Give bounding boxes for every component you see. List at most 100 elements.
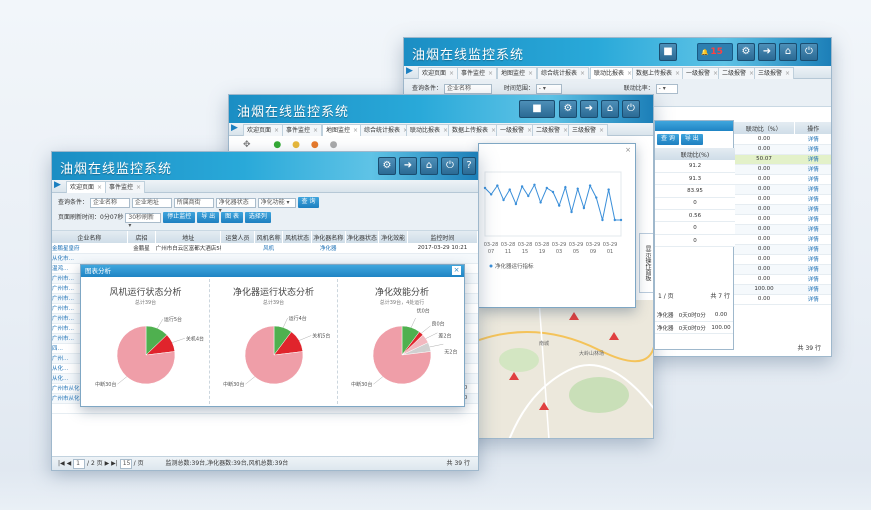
data-point[interactable] [533, 183, 536, 186]
data-point[interactable] [545, 186, 549, 190]
data-point[interactable] [527, 194, 530, 198]
table-row[interactable]: 金鹏星皇府 金鹏星 广州市白云区富都大酒店5楼 风机 净化器 2017-03-29 10:… [52, 243, 478, 254]
tab-4[interactable]: 联动比报表 × [406, 124, 453, 136]
arrow-right-icon[interactable]: ➜ [758, 43, 776, 61]
first-page-icon[interactable]: |◀ [58, 460, 65, 467]
tab-scroll-icon[interactable]: ▶ [406, 66, 413, 76]
gear-icon[interactable]: ⚙ [737, 43, 755, 61]
table-cell[interactable]: 从化市… [52, 253, 128, 264]
col-header[interactable]: 企业名称 [52, 231, 128, 243]
detail-link[interactable]: 详情 [794, 174, 831, 185]
close-icon[interactable]: × [452, 266, 461, 275]
user-icon[interactable]: ■ [659, 43, 677, 61]
close-tab-icon[interactable]: × [675, 70, 681, 77]
data-point[interactable] [576, 187, 579, 190]
data-point[interactable] [595, 196, 598, 199]
page-input[interactable]: 1 [73, 458, 86, 469]
pie-slice[interactable] [244, 325, 304, 385]
power-icon[interactable]: ⏻ [622, 100, 640, 118]
close-tab-icon[interactable]: × [527, 127, 533, 134]
tab-5[interactable]: 数据上传报表 × [632, 67, 685, 79]
data-point[interactable] [514, 202, 518, 206]
detail-link[interactable]: 详情 [794, 254, 831, 265]
table-cell[interactable] [254, 403, 283, 414]
col-header[interactable]: 风机名称 [254, 231, 284, 243]
data-point[interactable] [483, 186, 487, 190]
close-tab-icon[interactable]: × [313, 127, 319, 134]
table-cell[interactable] [311, 253, 346, 264]
detail-link[interactable]: 详情 [794, 194, 831, 205]
time-select[interactable]: - ▾ [535, 83, 562, 94]
tab-5[interactable]: 数据上传报表 × [448, 124, 501, 136]
query-button[interactable]: 查 询 [657, 134, 679, 145]
tab-8[interactable]: 三级报警 × [568, 124, 609, 136]
tab-7[interactable]: 二级报警 × [532, 124, 573, 136]
tab-8[interactable]: 三级报警 × [754, 67, 795, 79]
data-point[interactable] [508, 188, 511, 191]
col-header[interactable]: 地址 [155, 231, 222, 243]
gear-icon[interactable]: ⚙ [378, 157, 396, 175]
data-point[interactable] [539, 201, 542, 204]
arrow-right-icon[interactable]: ➜ [399, 157, 417, 175]
close-tab-icon[interactable]: × [491, 127, 497, 134]
detail-link[interactable]: 详情 [794, 214, 831, 225]
export-button[interactable]: 导 出 [197, 212, 220, 223]
data-point[interactable] [582, 206, 586, 210]
detail-link[interactable]: 详情 [794, 264, 831, 275]
data-point[interactable] [520, 185, 524, 188]
gear-icon[interactable]: ⚙ [559, 100, 577, 118]
data-point[interactable] [564, 186, 567, 189]
close-tab-icon[interactable]: × [528, 70, 534, 77]
close-tab-icon[interactable]: × [443, 127, 449, 134]
detail-link[interactable]: 详情 [794, 184, 831, 195]
detail-link[interactable]: 详情 [794, 204, 831, 215]
map-view[interactable]: 大岭山林场 南城 [478, 299, 653, 438]
detail-link[interactable]: 详情 [794, 234, 831, 245]
col-header[interactable]: 净化效能 [378, 231, 408, 243]
close-tab-icon[interactable]: × [785, 70, 791, 77]
data-point[interactable] [619, 218, 623, 222]
close-tab-icon[interactable]: × [136, 184, 142, 191]
col-header[interactable]: 净化器状态 [345, 231, 380, 243]
data-point[interactable] [588, 184, 592, 187]
tab-2[interactable]: 地图监控 × [322, 124, 363, 136]
close-tab-icon[interactable]: × [749, 70, 755, 77]
data-point[interactable] [570, 210, 573, 214]
tab-0[interactable]: 欢迎页面 × [66, 181, 107, 193]
close-tab-icon[interactable]: × [403, 127, 408, 134]
tab-1[interactable]: 事件监控 × [105, 181, 146, 193]
table-cell[interactable]: 金鹏星皇府 [52, 243, 128, 254]
tab-scroll-icon[interactable]: ▶ [54, 180, 61, 190]
col-header[interactable]: 店招 [127, 231, 157, 243]
tab-1[interactable]: 事件监控 × [282, 124, 323, 136]
power-icon[interactable]: ⏻ [800, 43, 818, 61]
table-cell[interactable]: 净化器 [311, 243, 346, 254]
table-row[interactable]: 从化市… [52, 253, 478, 264]
tab-0[interactable]: 欢迎页面 × [243, 124, 284, 136]
pie-slice[interactable] [372, 325, 432, 385]
table-cell[interactable] [52, 403, 128, 414]
col-header[interactable]: 净化器名称 [311, 231, 346, 243]
tab-6[interactable]: 一级报警 × [682, 67, 723, 79]
next-page-icon[interactable]: ▶ [104, 460, 110, 467]
table-row[interactable] [52, 403, 478, 414]
data-point[interactable] [607, 188, 610, 191]
street-input[interactable]: 所属商街 [173, 197, 214, 208]
prev-page-icon[interactable]: ◀ [66, 460, 72, 467]
data-point[interactable] [502, 198, 505, 202]
close-icon[interactable]: × [625, 146, 631, 154]
arrow-right-icon[interactable]: ➜ [580, 100, 598, 118]
close-tab-icon[interactable]: × [599, 127, 605, 134]
refresh-select[interactable]: 30秒刷新 ▾ [125, 212, 162, 229]
detail-link[interactable]: 详情 [794, 144, 831, 155]
close-tab-icon[interactable]: × [627, 70, 633, 77]
data-point[interactable] [489, 193, 493, 196]
detail-link[interactable]: 详情 [794, 164, 831, 175]
table-cell[interactable] [311, 403, 346, 414]
home-icon[interactable]: ⌂ [420, 157, 438, 175]
data-point[interactable] [557, 204, 561, 207]
purify-function-select[interactable]: 净化功能 ▾ [257, 197, 296, 208]
close-tab-icon[interactable]: × [580, 70, 586, 77]
tab-3[interactable]: 综合统计报表× [360, 124, 413, 136]
query-button[interactable]: 查 询 [297, 197, 320, 208]
